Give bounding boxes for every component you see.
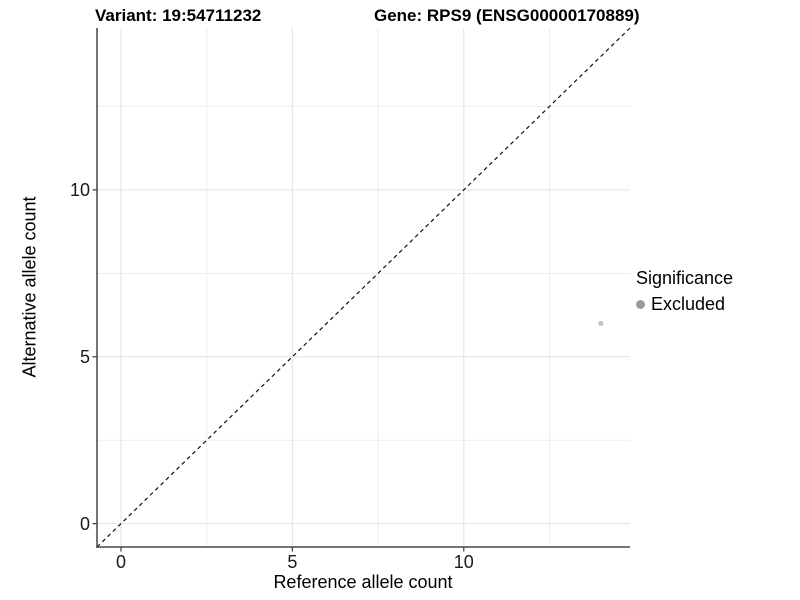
data-point: [598, 320, 604, 326]
x-tick-label: 10: [453, 552, 474, 572]
y-tick-label: 5: [79, 346, 90, 367]
gene-title: Gene: RPS9 (ENSG00000170889): [374, 6, 640, 25]
legend-item-label: Excluded: [651, 294, 726, 314]
legend-item-excluded: Excluded: [636, 294, 733, 315]
x-tick-label: 0: [115, 552, 126, 572]
y-tick-label: 10: [69, 179, 90, 200]
legend: Significance Excluded: [636, 268, 733, 315]
x-tick-label: 5: [287, 552, 298, 572]
x-axis-title: Reference allele count: [273, 572, 453, 592]
legend-title: Significance: [636, 268, 734, 288]
legend-key-dot-icon: [636, 300, 645, 309]
variant-title: Variant: 19:54711232: [95, 6, 262, 25]
identity-line: [96, 27, 631, 548]
y-tick-label: 0: [79, 513, 90, 534]
y-axis-title: Alternative allele count: [19, 196, 40, 378]
